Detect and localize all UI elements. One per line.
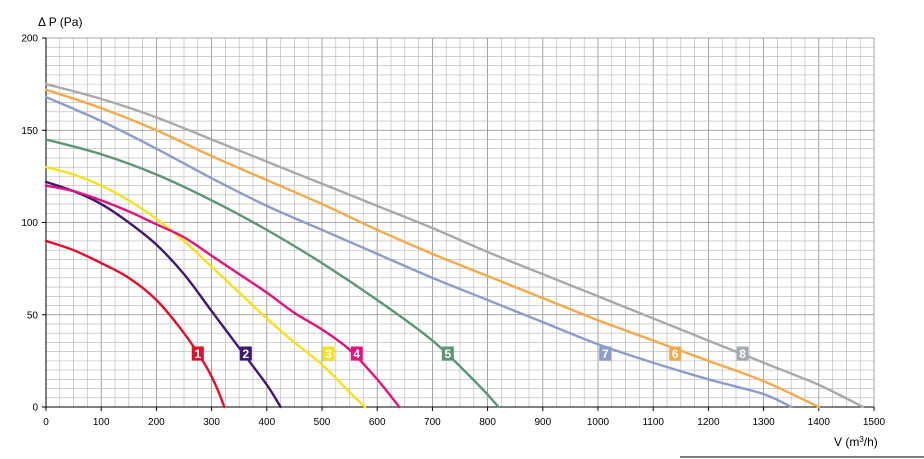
y-tick-label: 200	[21, 34, 38, 45]
x-tick-label: 1400	[808, 417, 831, 428]
curve-line-8	[44, 82, 865, 409]
curve-tag-box	[239, 346, 252, 361]
x-tick-label: 100	[93, 417, 110, 428]
curve-line-1	[44, 239, 226, 409]
curve-tag-box	[322, 346, 335, 361]
series-lines	[44, 82, 865, 409]
x-tick-label: 900	[534, 417, 551, 428]
x-tick-label: 1200	[697, 417, 720, 428]
y-tick-label: 50	[27, 310, 39, 321]
curve-line-2	[44, 180, 282, 409]
x-tick-label: 1500	[863, 417, 886, 428]
grid	[45, 37, 875, 408]
x-axis-title-sup: 3	[859, 435, 864, 444]
curve-tag-label: 7	[602, 347, 609, 361]
x-tick-label: 0	[43, 417, 49, 428]
x-tick-label: 1100	[642, 417, 664, 428]
curve-line-6	[44, 88, 820, 409]
y-tick-label: 0	[32, 403, 38, 414]
curve-tag-label: 3	[325, 347, 332, 361]
y-tick-label: 150	[21, 126, 38, 137]
x-tick-label: 1300	[752, 417, 775, 428]
series-labels: 1 2 3 4 5 7 6 8	[191, 346, 749, 361]
curve-line-3	[44, 165, 367, 409]
y-axis-title: Δ P (Pa)	[38, 15, 82, 29]
axes: 0 100 200 300 400 500 600 700 800 900 1000 1100 1200…	[21, 34, 885, 429]
curve-tag-box	[736, 346, 749, 361]
curve-tag-3: 3	[322, 346, 335, 361]
curve-tag-label: 1	[194, 347, 201, 361]
curve-tag-label: 2	[242, 347, 249, 361]
y-tick-label: 100	[21, 218, 38, 229]
x-axis-title-end: /h)	[864, 435, 878, 449]
x-axis-title: V (m3/h)	[834, 435, 878, 450]
curve-tag-box	[191, 346, 204, 361]
curve-tag-box	[350, 346, 363, 361]
curve-tag-8: 8	[736, 346, 749, 361]
curve-tag-box	[441, 346, 454, 361]
x-tick-label: 1000	[587, 417, 610, 428]
curve-line-7	[44, 95, 793, 409]
curve-tag-label: 4	[353, 347, 360, 361]
curve-tag-4: 4	[350, 346, 363, 361]
x-tick-label: 400	[258, 417, 275, 428]
curve-tag-5: 5	[441, 346, 454, 361]
curve-tag-box	[669, 346, 682, 361]
x-axis-title-main: V (m	[834, 435, 859, 449]
curve-tag-1: 1	[191, 346, 204, 361]
x-tick-label: 500	[314, 417, 331, 428]
curve-tag-box	[599, 346, 612, 361]
x-tick-label: 800	[479, 417, 496, 428]
curve-tag-2: 2	[239, 346, 252, 361]
x-tick-label: 700	[424, 417, 441, 428]
curve-tag-label: 6	[672, 347, 679, 361]
x-tick-label: 300	[203, 417, 220, 428]
curve-line-4	[44, 184, 401, 409]
curve-line-5	[44, 138, 500, 409]
curve-tag-6: 6	[669, 346, 682, 361]
curve-tag-label: 8	[739, 347, 746, 361]
curve-tag-7: 7	[599, 346, 612, 361]
x-tick-label: 200	[148, 417, 165, 428]
x-tick-label: 600	[369, 417, 386, 428]
curve-tag-label: 5	[445, 347, 452, 361]
